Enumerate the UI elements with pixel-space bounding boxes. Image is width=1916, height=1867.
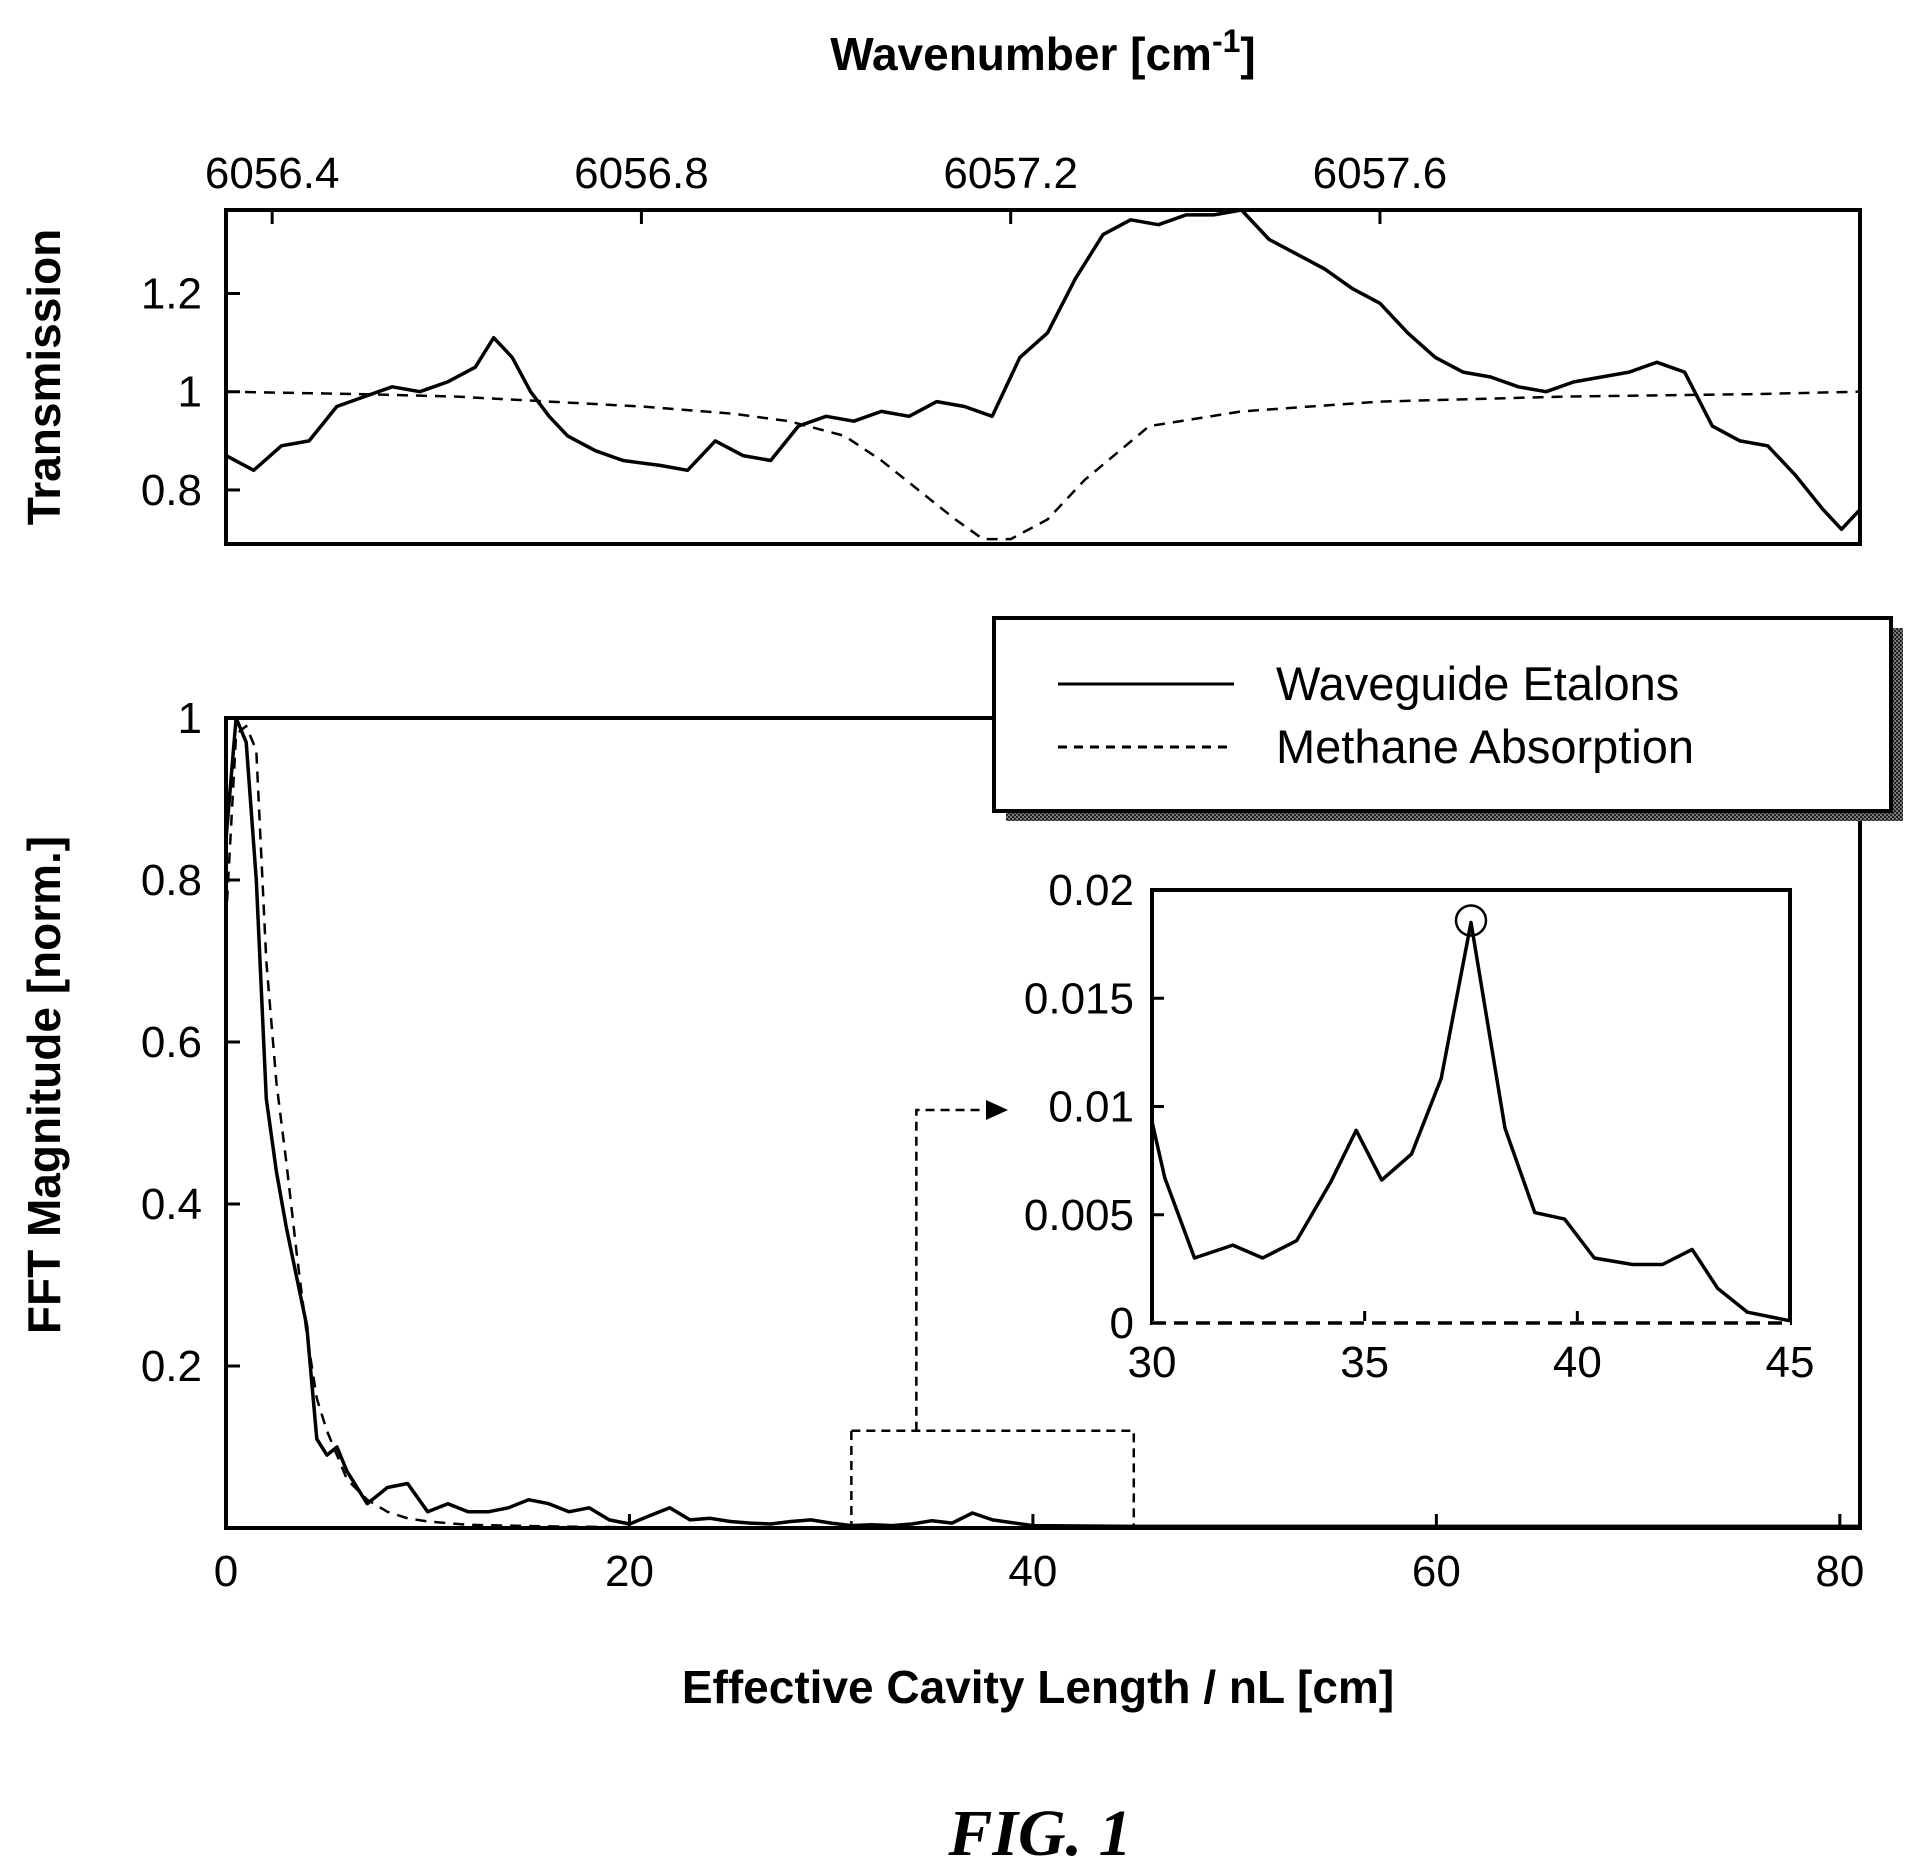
x-tick-label: 6056.8 [574,149,709,198]
x-tick-label: 40 [1008,1547,1057,1596]
x-tick-label: 20 [605,1547,654,1596]
series-line-methane-absorption [225,390,1861,541]
y-tick-label: 0.015 [1024,974,1134,1023]
legend-label-etalons: Waveguide Etalons [1276,657,1679,710]
y-tick-label: 1 [178,694,202,743]
y-tick-label: 0.4 [141,1180,202,1229]
legend-label-methane: Methane Absorption [1276,720,1694,773]
fft-y-ticks: 0.2 0.4 0.6 0.8 1 [141,694,240,1391]
inset-plot-frame [1150,888,1792,1325]
fft-chart: 0 20 40 60 80 0.2 0.4 0.6 0.8 1 Effective Cavity… [18,616,1903,1713]
fft-x-axis-title: Effective Cavity Length / nL [cm] [682,1661,1394,1713]
x-tick-label: 6057.2 [943,149,1078,198]
series-line-methane-absorption [224,724,1861,1529]
transmission-y-ticks: 0.8 1 1.2 [141,270,240,515]
transmission-plot-frame [224,208,1862,546]
x-tick-label: 0 [214,1547,238,1596]
peak-marker [1454,904,1488,937]
y-tick-label: 1 [178,368,202,417]
y-tick-label: 0.02 [1048,866,1134,915]
y-tick-label: 0.8 [141,856,202,905]
y-tick-label: 0 [1110,1299,1134,1348]
fft-series [224,716,1861,1529]
fft-x-ticks: 0 20 40 60 80 [214,1514,1864,1596]
series-line-waveguide-etalons [225,208,1862,532]
transmission-y-axis-title: Transmission [18,229,70,526]
arrow-head-icon [986,1100,1008,1120]
x-tick-label: 45 [1766,1338,1815,1387]
x-tick-label: 35 [1340,1338,1389,1387]
transmission-x-ticks: 6056.4 6056.8 6057.2 6057.6 [205,149,1447,224]
fft-zoom-region [850,1100,1136,1530]
y-tick-label: 0.6 [141,1018,202,1067]
y-tick-label: 0.2 [141,1342,202,1391]
zoom-box [850,1429,1136,1530]
legend-box [992,616,1893,813]
zoom-connector [915,1108,982,1431]
transmission-x-axis-title: Wavenumber [cm-1] [830,23,1256,80]
y-tick-label: 0.005 [1024,1191,1134,1240]
fft-y-axis-title: FFT Magnitude [norm.] [18,836,70,1334]
inset-chart: 30 35 40 45 0 0.005 0.01 0.015 0.02 [1024,866,1815,1387]
y-tick-label: 0.8 [141,466,202,515]
legend: Waveguide Etalons Methane Absorption [992,616,1903,821]
transmission-series [225,208,1862,541]
y-tick-label: 1.2 [141,270,202,319]
inset-y-ticks: 0 0.005 0.01 0.015 0.02 [1024,866,1790,1348]
x-tick-label: 6056.4 [205,149,340,198]
series-line-waveguide-etalons [1150,920,1791,1323]
inset-x-ticks: 30 35 40 45 [1128,1311,1815,1387]
x-tick-label: 80 [1815,1547,1864,1596]
inset-series [1150,904,1791,1323]
x-tick-label: 60 [1412,1547,1461,1596]
y-tick-label: 0.01 [1048,1083,1134,1132]
transmission-chart: 6056.4 6056.8 6057.2 6057.6 0.8 1 1.2 Wavenum… [18,23,1862,546]
x-tick-label: 30 [1128,1338,1177,1387]
figure-caption: FIG. 1 [947,1797,1131,1867]
x-tick-label: 6057.6 [1313,149,1448,198]
x-tick-label: 40 [1553,1338,1602,1387]
